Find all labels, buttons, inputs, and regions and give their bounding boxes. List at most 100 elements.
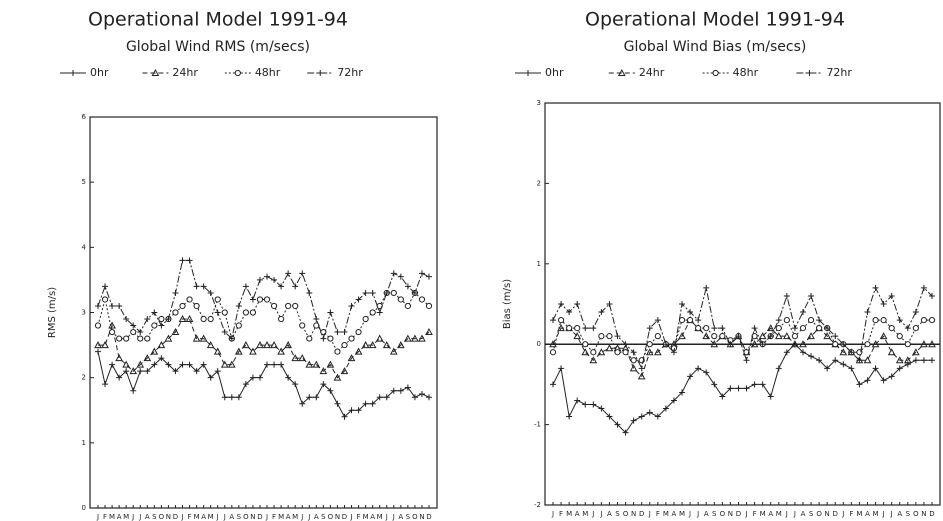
- marker: [355, 328, 362, 336]
- marker: [767, 333, 774, 340]
- marker: [317, 70, 324, 76]
- marker: [751, 325, 758, 332]
- legend-label: 24hr: [639, 66, 665, 79]
- marker: [199, 334, 208, 342]
- plot-frame: [89, 116, 438, 509]
- y-tick-label: 3: [82, 309, 86, 317]
- marker: [880, 301, 887, 307]
- marker: [150, 347, 159, 355]
- marker: [270, 341, 278, 349]
- x-tick-label: M: [760, 510, 766, 518]
- y-tick-label: 0: [537, 340, 541, 348]
- marker: [880, 377, 887, 384]
- x-tick-label: M: [292, 513, 298, 521]
- x-tick-label: J: [688, 510, 691, 518]
- marker: [418, 334, 426, 342]
- marker: [340, 367, 349, 375]
- marker: [263, 296, 271, 303]
- marker: [630, 357, 637, 364]
- x-tick-label: J: [744, 510, 747, 518]
- marker: [783, 332, 791, 340]
- marker: [425, 302, 433, 310]
- x-tick-label: M: [582, 510, 588, 518]
- marker: [249, 347, 257, 355]
- x-tick-label: M: [566, 510, 572, 518]
- marker: [743, 357, 750, 364]
- marker: [116, 302, 123, 309]
- marker: [271, 361, 278, 368]
- marker: [143, 354, 152, 362]
- marker: [109, 302, 116, 309]
- marker: [396, 341, 405, 349]
- marker: [242, 341, 250, 349]
- x-tick-label: O: [720, 510, 726, 518]
- x-tick-label: M: [194, 513, 200, 521]
- marker: [362, 400, 369, 407]
- marker: [703, 284, 710, 291]
- marker: [151, 322, 158, 329]
- x-tick-label: S: [152, 513, 157, 521]
- marker: [334, 348, 341, 355]
- x-tick-label: F: [753, 510, 757, 518]
- marker: [566, 309, 573, 316]
- marker: [622, 341, 629, 348]
- marker: [824, 325, 831, 332]
- marker: [678, 316, 686, 324]
- marker: [638, 413, 645, 420]
- x-tick-label: N: [921, 510, 926, 518]
- marker: [171, 328, 180, 336]
- marker: [179, 361, 186, 368]
- x-tick-label: J: [180, 513, 183, 521]
- series-line: [97, 292, 430, 353]
- marker: [590, 325, 597, 332]
- marker: [383, 394, 390, 401]
- marker: [670, 349, 677, 356]
- x-tick-label: A: [897, 510, 902, 518]
- legend-label: 48hr: [733, 66, 759, 79]
- x-tick-label: M: [663, 510, 669, 518]
- marker: [662, 405, 669, 412]
- marker: [550, 381, 556, 388]
- marker: [418, 296, 426, 303]
- marker: [799, 340, 807, 348]
- marker: [920, 340, 928, 348]
- x-tick-label: F: [559, 510, 563, 518]
- marker: [856, 381, 863, 388]
- marker: [264, 273, 271, 280]
- marker: [383, 289, 390, 296]
- line-chart: Operational Model 1991-94 Global Wind Bia…: [502, 9, 941, 518]
- marker: [871, 340, 880, 348]
- marker: [285, 374, 292, 381]
- marker: [292, 302, 299, 310]
- x-tick-label: N: [166, 513, 171, 521]
- marker: [687, 373, 694, 380]
- marker: [108, 328, 116, 336]
- marker: [285, 302, 292, 310]
- x-tick-label: J: [385, 513, 388, 521]
- marker: [783, 349, 790, 356]
- marker: [122, 360, 131, 368]
- marker: [397, 273, 404, 280]
- x-tick-label: A: [398, 513, 403, 521]
- marker: [123, 335, 130, 342]
- x-tick-label: J: [307, 513, 310, 521]
- marker: [136, 360, 145, 368]
- marker: [185, 314, 194, 323]
- marker: [695, 365, 702, 372]
- marker: [904, 325, 911, 332]
- marker: [116, 335, 123, 342]
- marker: [566, 413, 573, 420]
- marker: [390, 270, 397, 277]
- marker: [299, 400, 306, 407]
- x-tick-label: J: [300, 513, 303, 521]
- marker: [920, 284, 927, 291]
- marker: [207, 289, 214, 296]
- marker: [719, 333, 726, 340]
- marker: [679, 389, 686, 396]
- marker: [264, 361, 271, 368]
- y-tick-label: 5: [82, 178, 86, 186]
- marker: [137, 335, 144, 342]
- marker: [775, 365, 782, 372]
- marker: [298, 354, 307, 362]
- legend-label: 72hr: [337, 66, 363, 79]
